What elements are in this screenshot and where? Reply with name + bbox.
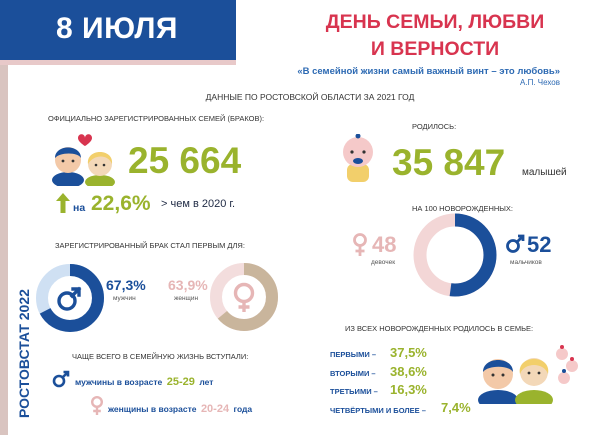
boys-value: 52 xyxy=(527,232,552,257)
birth-order-label: ИЗ ВСЕХ НОВОРОЖДЕННЫХ РОДИЛОСЬ В СЕМЬЕ: xyxy=(345,324,534,333)
ages-women-suffix: года xyxy=(233,404,253,414)
birth-order-row-label: ВТОРЫМИ – xyxy=(330,369,376,378)
ages-men-range: 25-29 xyxy=(166,376,195,388)
baby-icon xyxy=(343,134,373,182)
quote: «В семейной жизни самый важный винт – эт… xyxy=(297,66,560,77)
ages-women-prefix: женщины в возрасте xyxy=(108,404,197,414)
ages-women-range: 20-24 xyxy=(200,403,230,415)
birth-order-row-label: ЧЕТВЁРТЫМИ И БОЛЕЕ – xyxy=(330,406,426,415)
date-banner: 8 ИЮЛЯ xyxy=(0,0,236,60)
boy-symbol-icon xyxy=(506,234,525,253)
women-first-marriage-donut xyxy=(210,263,278,331)
male-symbol-icon xyxy=(57,286,82,311)
men-first-marriage-donut xyxy=(36,264,104,332)
girls-value: 48 xyxy=(372,232,397,257)
ages-men-prefix: мужчины в возрасте xyxy=(75,377,163,387)
growth-prefix: на xyxy=(73,202,86,214)
newborns-donut xyxy=(413,213,497,297)
men-first-label: мужчин xyxy=(113,295,136,302)
couple-icon xyxy=(52,134,115,186)
marriages-label: ОФИЦИАЛЬНО ЗАРЕГИСТРИРОВАННЫХ СЕМЕЙ (БРА… xyxy=(48,114,265,123)
growth-value: 22,6% xyxy=(91,192,151,215)
births-unit: малышей xyxy=(522,167,567,178)
left-decor-bar xyxy=(0,65,8,435)
men-first-pct: 67,3% xyxy=(106,277,146,293)
male-symbol-icon xyxy=(52,370,70,388)
ages-men-row: мужчины в возрасте 25-29 лет xyxy=(75,372,213,390)
female-symbol-icon xyxy=(233,282,255,312)
marriages-value: 25 664 xyxy=(128,140,242,181)
subtitle: ДАННЫЕ ПО РОСТОВСКОЙ ОБЛАСТИ ЗА 2021 ГОД xyxy=(205,92,415,102)
women-first-label: женщин xyxy=(174,295,199,302)
ages-men-suffix: лет xyxy=(199,377,214,387)
ages-women-row: женщины в возрасте 20-24 года xyxy=(108,399,252,417)
side-label: РОСТОВСТАТ 2022 xyxy=(16,289,32,418)
female-symbol-icon xyxy=(91,396,103,415)
boys-label: мальчиков xyxy=(510,259,542,266)
family-icon xyxy=(478,345,578,404)
holiday-title-line1: ДЕНЬ СЕМЬИ, ЛЮБВИ xyxy=(325,11,545,33)
ages-label: ЧАЩЕ ВСЕГО В СЕМЕЙНУЮ ЖИЗНЬ ВСТУПАЛИ: xyxy=(72,352,249,361)
birth-order-row-label: ПЕРВЫМИ – xyxy=(330,350,377,359)
up-arrow-icon xyxy=(56,193,70,213)
births-value: 35 847 xyxy=(392,142,506,183)
births-label: РОДИЛОСЬ: xyxy=(412,122,457,131)
birth-order-row-value: 37,5% xyxy=(390,345,427,360)
newborns-label: НА 100 НОВОРОЖДЕННЫХ: xyxy=(412,204,514,213)
date-banner-stripe xyxy=(0,60,236,65)
quote-author: А.П. Чехов xyxy=(520,78,560,87)
holiday-title: ДЕНЬ СЕМЬИ, ЛЮБВИ И ВЕРНОСТИ xyxy=(290,9,580,63)
birth-order-row-value: 16,3% xyxy=(390,382,427,397)
date-text: 8 ИЮЛЯ xyxy=(56,12,178,45)
girl-symbol-icon xyxy=(353,233,367,256)
first-marriage-label: ЗАРЕГИСТРИРОВАННЫЙ БРАК СТАЛ ПЕРВЫМ ДЛЯ: xyxy=(55,241,245,250)
birth-order-row-value: 38,6% xyxy=(390,364,427,379)
birth-order-row-label: ТРЕТЬИМИ – xyxy=(330,387,378,396)
growth-suffix: > чем в 2020 г. xyxy=(161,198,236,210)
women-first-pct: 63,9% xyxy=(168,277,208,293)
holiday-title-line2: И ВЕРНОСТИ xyxy=(370,38,500,60)
girls-label: девочек xyxy=(371,259,396,266)
birth-order-row-value: 7,4% xyxy=(441,400,471,415)
